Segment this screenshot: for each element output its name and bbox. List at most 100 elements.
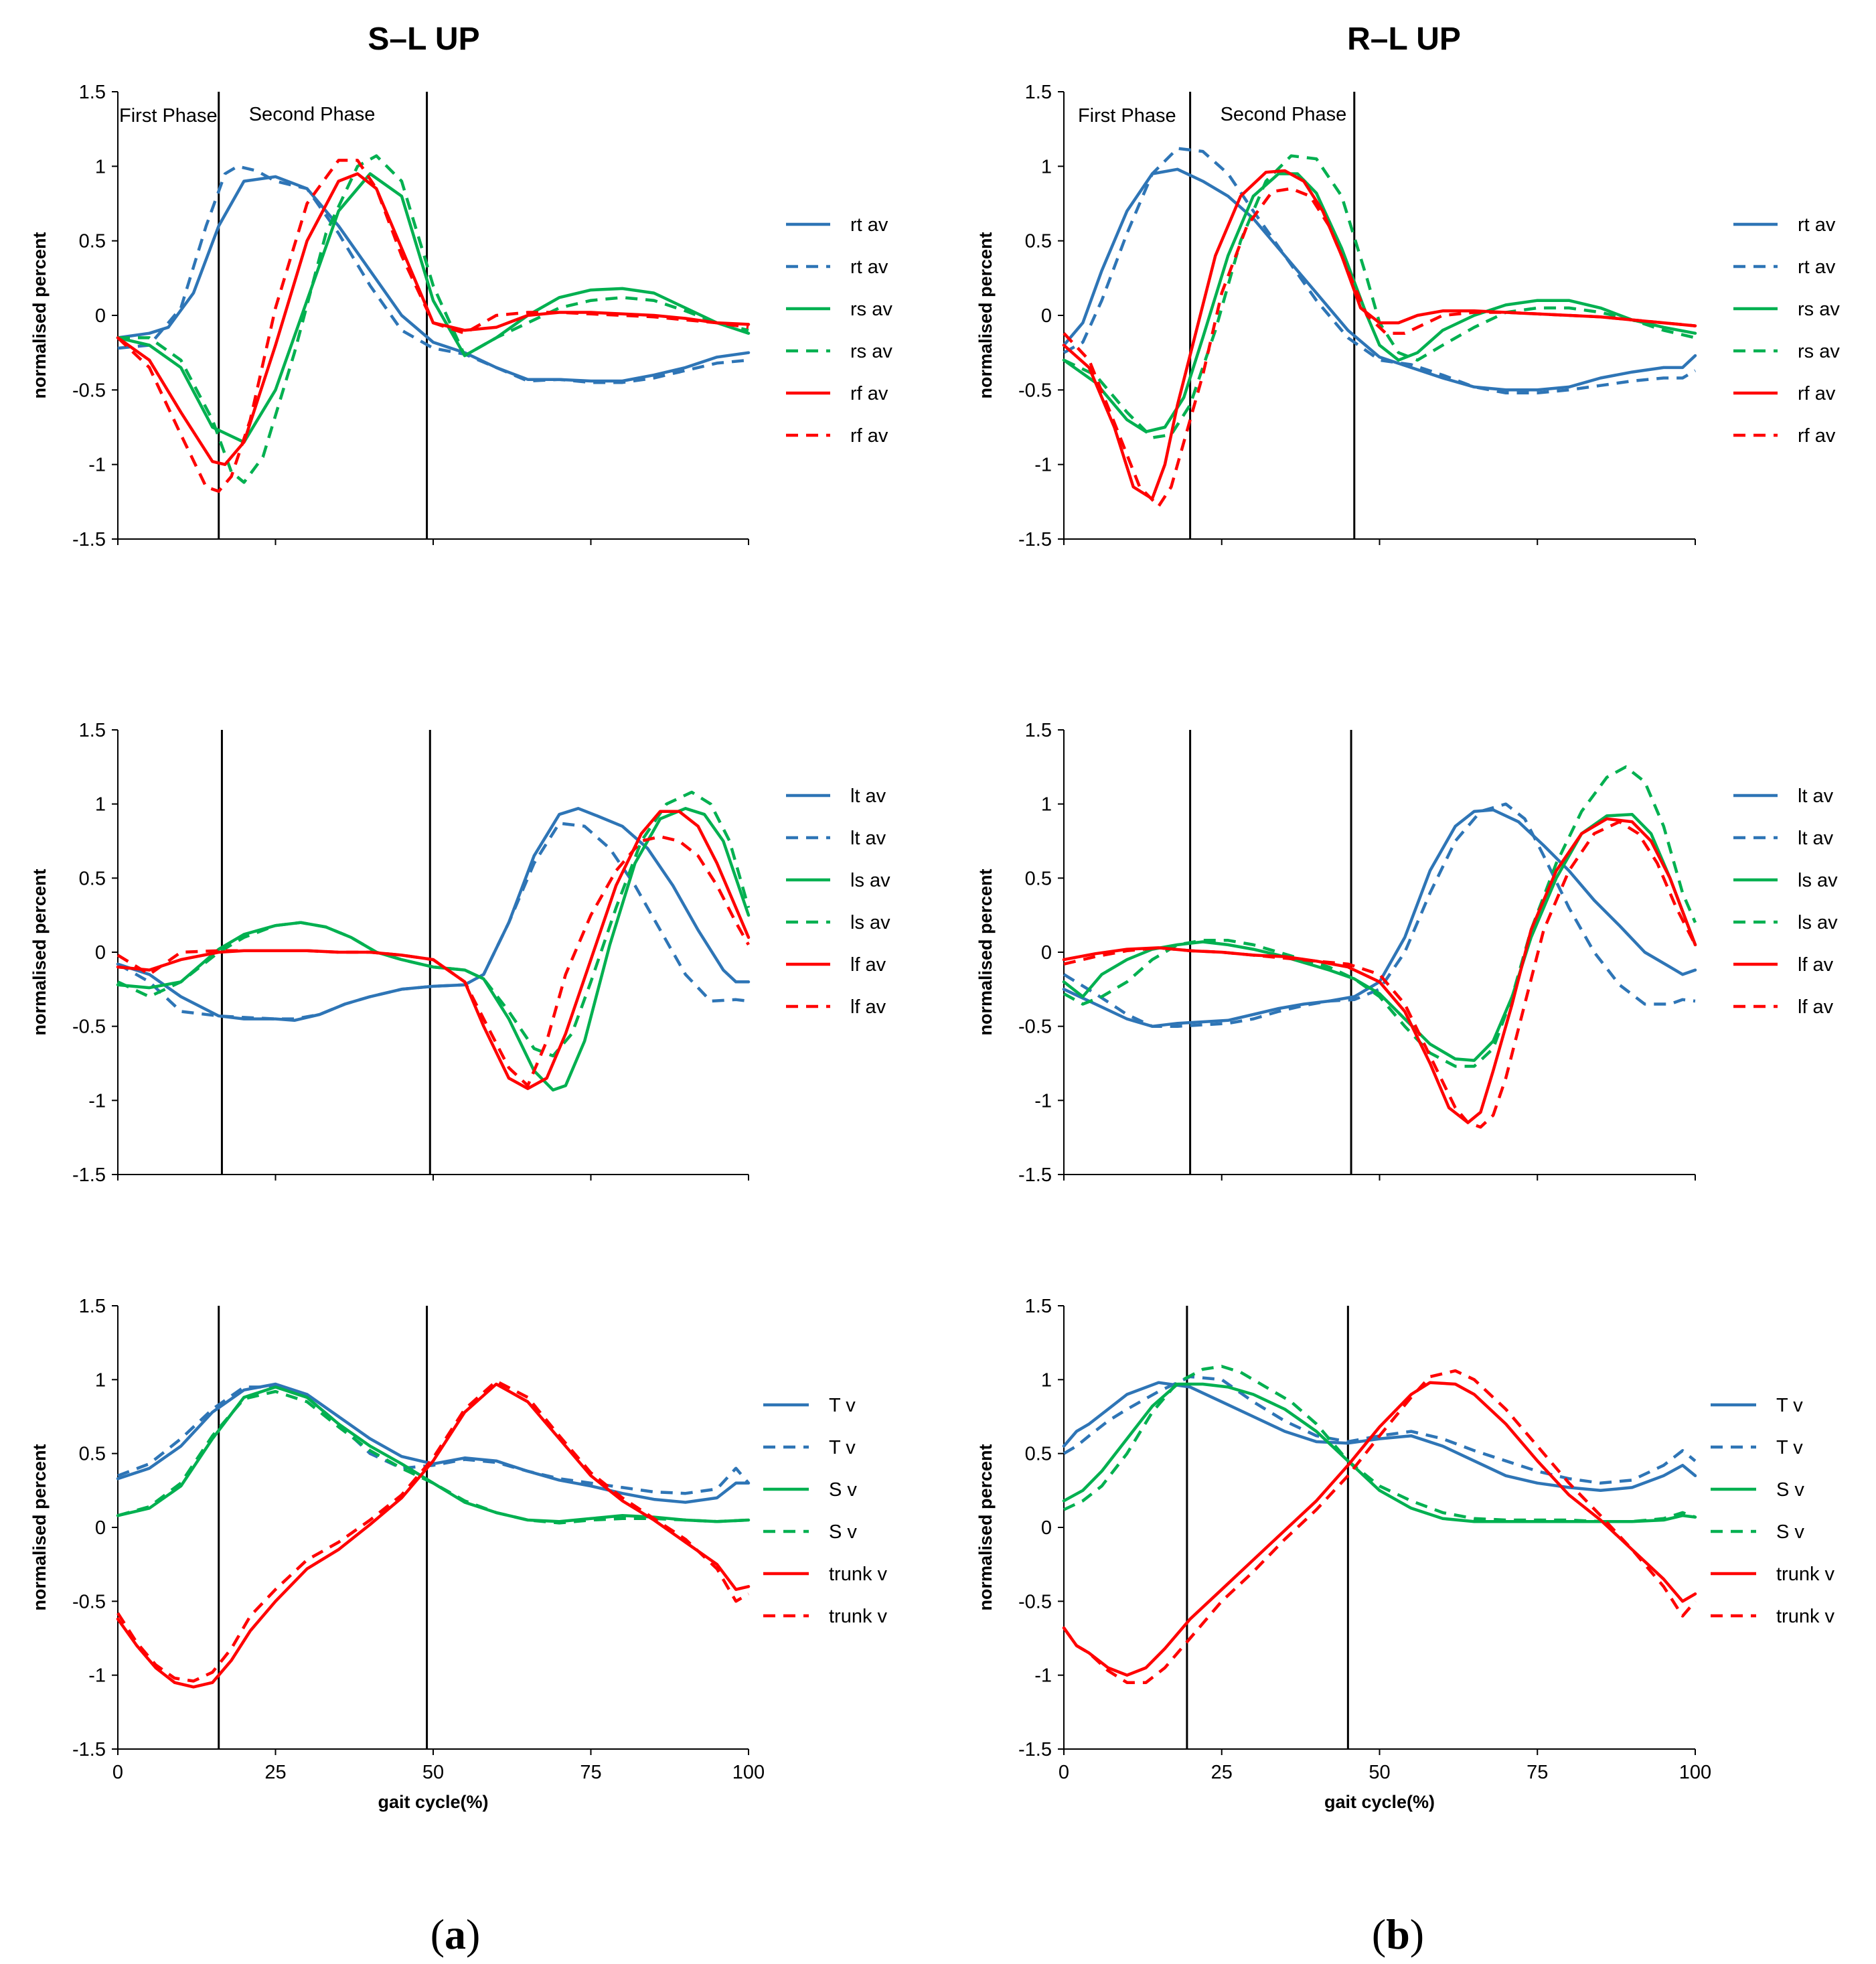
y-tick-label: -1.5 bbox=[72, 529, 106, 550]
legend-label: S v bbox=[829, 1521, 857, 1543]
y-tick-label: -0.5 bbox=[1018, 1591, 1052, 1612]
y-tick-label: 1 bbox=[1041, 794, 1052, 816]
y-tick-label: -0.5 bbox=[72, 1591, 106, 1612]
x-axis-title: gait cycle(%) bbox=[378, 1792, 488, 1812]
y-axis-title: normalised percent bbox=[975, 1444, 996, 1610]
y-tick-label: -1.5 bbox=[1018, 529, 1052, 550]
legend-label: trunk v bbox=[1776, 1606, 1835, 1627]
y-tick-label: 0 bbox=[95, 305, 106, 327]
series-line-trunk-v-dashed bbox=[116, 1379, 750, 1683]
x-tick-label: 25 bbox=[264, 1762, 286, 1783]
x-tick-label: 50 bbox=[1369, 1762, 1390, 1783]
series-line-rs-av-solid bbox=[116, 172, 751, 444]
legend-label: rt av bbox=[850, 214, 888, 236]
series-line-rs-av-solid bbox=[1062, 172, 1697, 433]
legend-label: ls av bbox=[850, 912, 890, 933]
y-tick-label: 0 bbox=[95, 1517, 106, 1539]
series-line-lf-av-dashed bbox=[1063, 820, 1697, 1129]
chart-1: 1.5 1 0.5 0 -0.5 -1 -1.5 normalised percent lt a… bbox=[29, 720, 890, 1186]
legend-label: rf av bbox=[850, 383, 888, 404]
y-axis-title: normalised percent bbox=[29, 232, 50, 398]
y-tick-label: -1 bbox=[1034, 1090, 1052, 1112]
y-tick-label: -1.5 bbox=[72, 1164, 106, 1186]
y-tick-label: -0.5 bbox=[1018, 1016, 1052, 1038]
series-line-lt-av-solid bbox=[116, 807, 751, 1023]
y-axis-title: normalised percent bbox=[975, 232, 996, 398]
series-line-rf-av-dashed bbox=[1063, 187, 1696, 508]
y-axis-title: normalised percent bbox=[29, 1444, 50, 1610]
series-line-rf-av-solid bbox=[116, 172, 751, 466]
legend-label: lt av bbox=[1798, 785, 1834, 807]
panel-b-letter: b bbox=[1386, 1910, 1410, 1958]
y-tick-label: -1 bbox=[1034, 1665, 1052, 1687]
series-line-T-v-dashed bbox=[1063, 1375, 1697, 1485]
series-line-T-v-solid bbox=[1062, 1381, 1697, 1493]
series-line-ls-av-dashed bbox=[117, 790, 751, 1058]
legend-label: trunk v bbox=[829, 1564, 888, 1585]
series-line-lt-av-dashed bbox=[116, 822, 749, 1021]
series-line-S-v-dashed bbox=[117, 1389, 749, 1525]
series-line-T-v-dashed bbox=[117, 1385, 750, 1495]
x-tick-label: 50 bbox=[422, 1762, 444, 1783]
series-line-S-v-solid bbox=[116, 1385, 751, 1523]
legend-label: T v bbox=[829, 1395, 856, 1416]
legend-label: lt av bbox=[850, 828, 886, 849]
legend-label: rs av bbox=[850, 341, 892, 362]
series-line-trunk-v-solid bbox=[116, 1382, 751, 1689]
panel-a-close: ) bbox=[466, 1910, 480, 1958]
column-b-title: R–L UP bbox=[1347, 21, 1461, 57]
y-tick-label: 0 bbox=[1041, 1517, 1052, 1539]
y-tick-label: -1 bbox=[88, 455, 106, 476]
legend-label: rs av bbox=[850, 299, 892, 320]
x-tick-label: 0 bbox=[1059, 1762, 1069, 1783]
y-tick-label: -1.5 bbox=[1018, 1164, 1052, 1186]
series-line-rt-av-solid bbox=[116, 175, 751, 383]
panel-a-open: ( bbox=[431, 1910, 445, 1958]
series-line-ls-av-solid bbox=[1062, 812, 1697, 1062]
y-tick-label: 0.5 bbox=[1025, 868, 1052, 889]
y-tick-label: 0 bbox=[95, 942, 106, 964]
series-line-lt-av-dashed bbox=[1063, 802, 1696, 1028]
series-line-S-v-dashed bbox=[1063, 1365, 1696, 1523]
series-line-rf-av-dashed bbox=[116, 159, 749, 493]
legend-label: T v bbox=[1776, 1395, 1803, 1416]
y-tick-label: -0.5 bbox=[1018, 380, 1052, 401]
legend-label: ls av bbox=[850, 870, 890, 891]
legend-label: lt av bbox=[850, 785, 886, 807]
series-line-rf-av-solid bbox=[1062, 169, 1697, 501]
chart-5: 1.5 1 0.5 0 -0.5 -1 -1.5 0 25 50 75 100 normalised p… bbox=[975, 1296, 1835, 1812]
y-tick-label: -0.5 bbox=[72, 380, 106, 401]
series-line-trunk-v-dashed bbox=[1063, 1369, 1697, 1684]
legend-label: lf av bbox=[1798, 954, 1834, 976]
y-tick-label: 0 bbox=[1041, 305, 1052, 327]
y-tick-label: -1.5 bbox=[1018, 1739, 1052, 1760]
series-line-lt-av-solid bbox=[1062, 808, 1697, 1028]
legend-label: trunk v bbox=[1776, 1564, 1835, 1585]
series-line-rs-av-dashed bbox=[1063, 154, 1696, 439]
phase-label-second: Second Phase bbox=[249, 104, 376, 125]
y-tick-label: 1.5 bbox=[79, 82, 106, 103]
series-line-rt-av-dashed bbox=[1063, 147, 1697, 395]
x-tick-label: 75 bbox=[1527, 1762, 1548, 1783]
y-tick-label: 1 bbox=[1041, 156, 1052, 177]
y-tick-label: 1 bbox=[95, 1369, 106, 1391]
legend-label: rt av bbox=[1798, 214, 1836, 236]
legend-label: rf av bbox=[1798, 383, 1836, 404]
y-tick-label: -0.5 bbox=[72, 1016, 106, 1038]
y-tick-label: 0 bbox=[1041, 942, 1052, 964]
y-tick-label: 1.5 bbox=[79, 1296, 106, 1317]
y-tick-label: 1 bbox=[95, 794, 106, 816]
legend-label: rt av bbox=[1798, 256, 1836, 278]
phase-label-first: First Phase bbox=[119, 105, 218, 127]
y-tick-label: 1.5 bbox=[1025, 1296, 1052, 1317]
legend-label: S v bbox=[1776, 1521, 1804, 1543]
legend-label: rt av bbox=[850, 256, 888, 278]
series-line-rs-av-dashed bbox=[118, 154, 749, 484]
y-tick-label: -1 bbox=[1034, 455, 1052, 476]
legend-label: T v bbox=[1776, 1437, 1803, 1458]
series-line-lf-av-dashed bbox=[116, 835, 750, 1087]
series-line-ls-av-dashed bbox=[1063, 765, 1697, 1068]
y-tick-label: 1.5 bbox=[1025, 720, 1052, 741]
phase-label-first: First Phase bbox=[1078, 105, 1176, 127]
